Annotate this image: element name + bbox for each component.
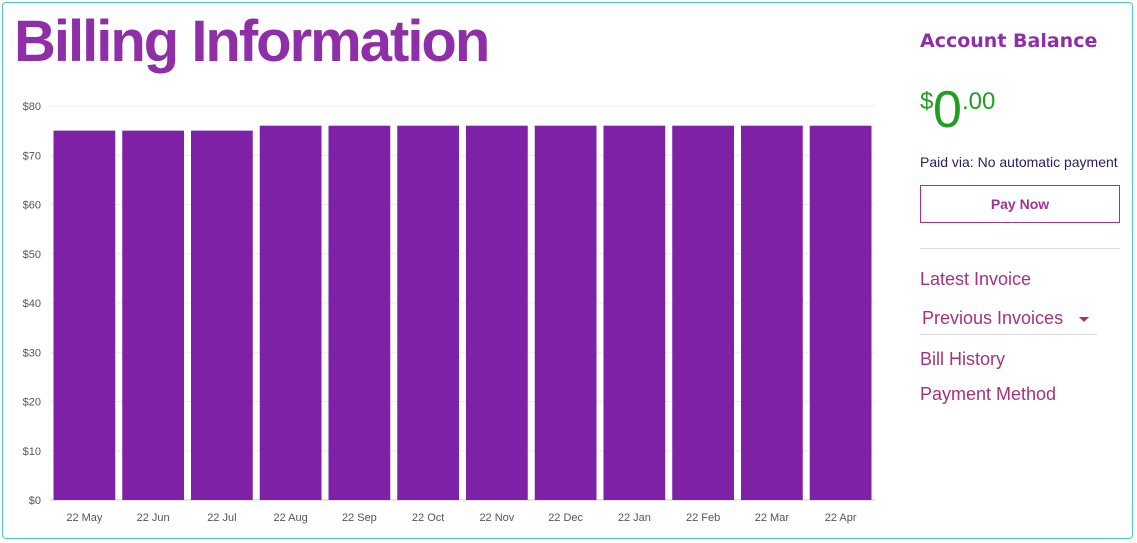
- y-tick-label: $40: [23, 298, 41, 310]
- x-tick-label: 22 Sep: [342, 512, 377, 524]
- balance-cents: .00: [962, 88, 996, 115]
- x-tick-label: 22 May: [66, 512, 103, 524]
- bar[interactable]: [53, 130, 116, 500]
- bar[interactable]: [809, 125, 872, 500]
- bar[interactable]: [603, 125, 666, 500]
- paid-via-text: Paid via: No automatic payment: [920, 154, 1118, 170]
- previous-invoices-label: Previous Invoices: [922, 308, 1064, 328]
- y-tick-label: $70: [23, 150, 41, 162]
- page-title: Billing Information: [14, 9, 490, 74]
- bar[interactable]: [741, 125, 803, 500]
- previous-invoices-dropdown[interactable]: Previous Invoices: [920, 306, 1097, 335]
- x-tick-label: 22 Dec: [548, 512, 583, 524]
- bar[interactable]: [122, 130, 184, 500]
- pay-now-button[interactable]: Pay Now: [920, 185, 1120, 223]
- x-tick-label: 22 Jun: [137, 512, 170, 524]
- bar[interactable]: [534, 125, 597, 500]
- x-tick-label: 22 Aug: [273, 512, 307, 524]
- y-tick-label: $0: [29, 495, 41, 507]
- y-tick-label: $50: [23, 249, 41, 261]
- y-tick-label: $10: [23, 446, 41, 458]
- bar[interactable]: [259, 125, 322, 500]
- bar[interactable]: [191, 130, 253, 500]
- bar[interactable]: [328, 125, 391, 500]
- x-tick-label: 22 Jul: [207, 512, 236, 524]
- balance-dollars: 0: [933, 81, 962, 139]
- payment-method-link[interactable]: Payment Method: [920, 384, 1057, 404]
- x-tick-label: 22 Jan: [618, 512, 651, 524]
- y-tick-label: $60: [23, 200, 41, 212]
- y-tick-label: $30: [23, 347, 41, 359]
- caret-down-icon: [1079, 317, 1089, 322]
- latest-invoice-link[interactable]: Latest Invoice: [920, 269, 1032, 289]
- divider: [920, 248, 1120, 249]
- account-balance-heading: Account Balance: [920, 30, 1098, 52]
- currency-symbol: $: [920, 88, 934, 115]
- bar[interactable]: [466, 125, 528, 500]
- x-tick-label: 22 Oct: [412, 512, 444, 524]
- x-tick-label: 22 Mar: [755, 512, 790, 524]
- bill-history-link[interactable]: Bill History: [920, 349, 1006, 369]
- billing-bar-chart: $0 $10 $20 $30 $40 $50 $60 $70 $80 22 May 22 Jun 2…: [23, 101, 875, 524]
- x-tick-label: 22 Apr: [825, 512, 857, 524]
- y-tick-label: $20: [23, 397, 41, 409]
- x-tick-label: 22 Nov: [479, 512, 514, 524]
- bar[interactable]: [397, 125, 459, 500]
- x-tick-label: 22 Feb: [686, 512, 720, 524]
- bar[interactable]: [672, 125, 734, 500]
- y-tick-label: $80: [23, 101, 41, 113]
